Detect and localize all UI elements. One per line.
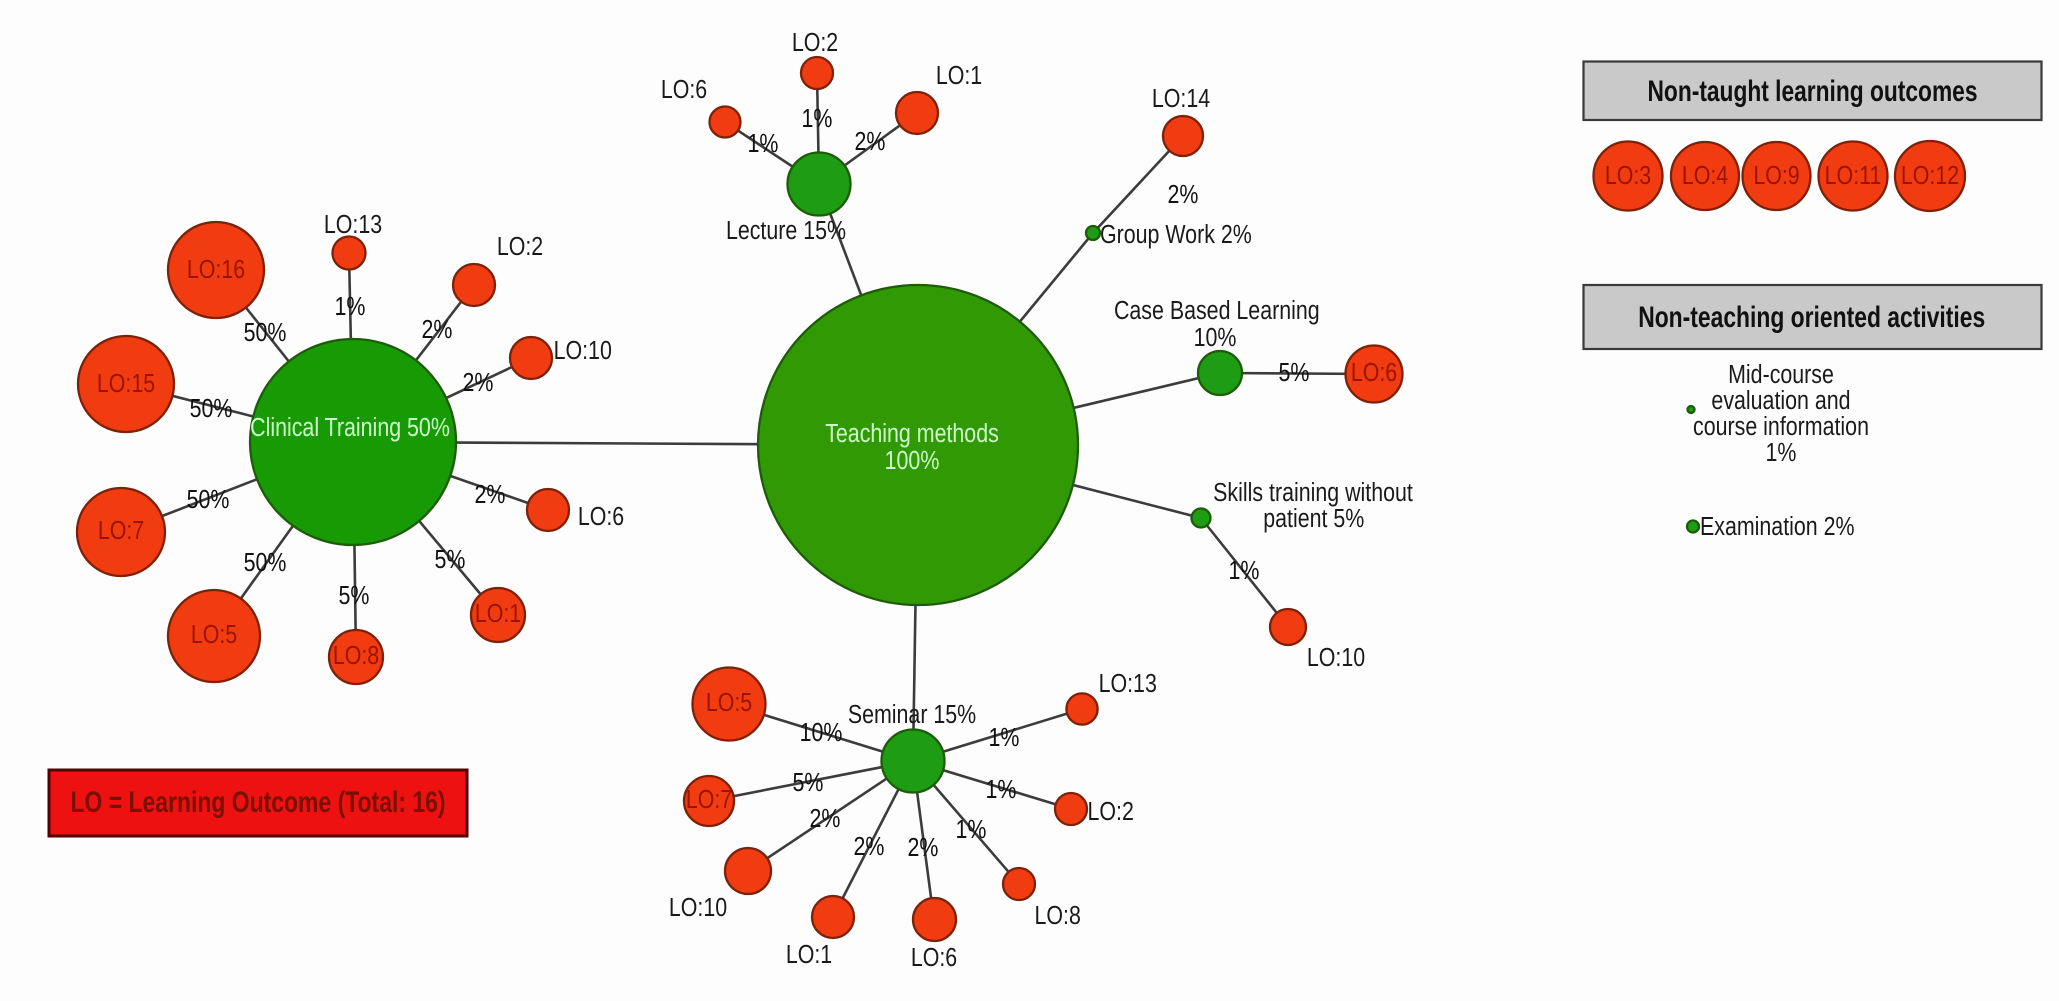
svg-text:50%: 50% [244,318,287,347]
svg-text:LO:7: LO:7 [98,516,144,545]
svg-text:50%: 50% [187,485,230,514]
svg-text:LO:2: LO:2 [1088,797,1134,826]
svg-text:2%: 2% [908,833,939,862]
svg-text:1%: 1% [986,775,1017,804]
svg-text:10%: 10% [800,718,843,747]
svg-text:1%: 1% [989,723,1020,752]
svg-text:LO:4: LO:4 [1682,161,1728,190]
svg-text:LO:13: LO:13 [1099,669,1157,698]
svg-text:LO = Learning Outcome (Total:: LO = Learning Outcome (Total: 16) [71,786,446,819]
svg-text:LO:5: LO:5 [706,688,752,717]
svg-text:LO:5: LO:5 [191,620,237,649]
svg-text:patient 5%: patient 5% [1263,504,1364,533]
svg-text:evaluation and: evaluation and [1711,386,1850,415]
svg-text:50%: 50% [190,394,233,423]
svg-text:LO:6: LO:6 [578,502,624,531]
svg-text:LO:11: LO:11 [1825,161,1882,190]
svg-text:Non-taught learning outcomes: Non-taught learning outcomes [1648,75,1978,108]
svg-text:1%: 1% [335,292,366,321]
svg-text:Non-teaching oriented activiti: Non-teaching oriented activities [1638,301,1985,334]
svg-text:Case Based Learning: Case Based Learning [1114,296,1320,325]
svg-text:LO:8: LO:8 [1035,901,1081,930]
svg-text:Examination 2%: Examination 2% [1700,512,1855,541]
svg-text:LO:12: LO:12 [1901,161,1959,190]
svg-text:LO:9: LO:9 [1753,161,1799,190]
svg-text:5%: 5% [1279,358,1310,387]
svg-text:2%: 2% [1168,180,1199,209]
svg-text:10%: 10% [1194,323,1237,352]
svg-text:50%: 50% [244,548,287,577]
svg-text:LO:2: LO:2 [792,28,838,57]
svg-text:Lecture 15%: Lecture 15% [726,216,846,245]
svg-text:course information: course information [1693,412,1869,441]
svg-text:LO:7: LO:7 [686,785,732,814]
svg-text:Skills training without: Skills training without [1213,478,1413,507]
svg-text:Seminar 15%: Seminar 15% [848,700,976,729]
svg-text:5%: 5% [435,545,466,574]
svg-text:LO:6: LO:6 [1351,358,1397,387]
svg-text:LO:1: LO:1 [475,599,521,628]
svg-text:LO:14: LO:14 [1152,84,1210,113]
svg-text:1%: 1% [802,104,833,133]
svg-text:LO:15: LO:15 [97,369,155,398]
svg-text:LO:6: LO:6 [661,75,707,104]
svg-text:LO:8: LO:8 [333,641,379,670]
svg-text:LO:13: LO:13 [324,210,382,239]
svg-text:2%: 2% [463,368,494,397]
svg-text:LO:10: LO:10 [669,893,727,922]
svg-text:2%: 2% [810,804,841,833]
svg-text:LO:2: LO:2 [497,232,543,261]
svg-text:100%: 100% [885,446,940,475]
svg-text:1%: 1% [1766,438,1797,467]
svg-text:5%: 5% [339,581,370,610]
svg-text:LO:1: LO:1 [786,940,832,969]
svg-text:LO:16: LO:16 [187,255,245,284]
svg-text:1%: 1% [1229,556,1260,585]
svg-text:2%: 2% [855,127,886,156]
svg-text:Mid-course: Mid-course [1728,360,1834,389]
svg-text:LO:3: LO:3 [1605,161,1651,190]
svg-text:2%: 2% [475,480,506,509]
svg-text:5%: 5% [793,768,824,797]
svg-text:LO:1: LO:1 [936,61,982,90]
svg-text:Group Work 2%: Group Work 2% [1100,220,1252,249]
svg-text:1%: 1% [748,129,779,158]
svg-text:2%: 2% [422,315,453,344]
svg-text:LO:10: LO:10 [1307,643,1365,672]
svg-text:Teaching methods: Teaching methods [825,419,999,448]
svg-text:LO:10: LO:10 [554,336,612,365]
svg-text:2%: 2% [854,832,885,861]
svg-text:1%: 1% [956,815,987,844]
svg-text:LO:6: LO:6 [911,943,957,972]
svg-text:Clinical Training 50%: Clinical Training 50% [250,413,450,442]
